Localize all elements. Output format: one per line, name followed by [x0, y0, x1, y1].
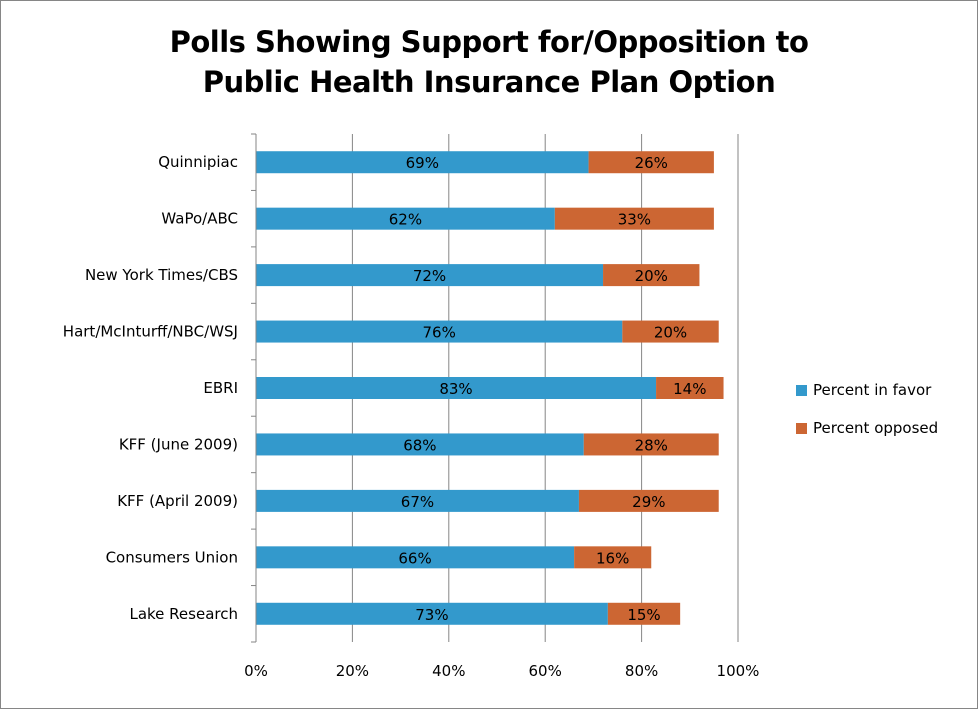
data-label-opposed: 26% [635, 154, 668, 172]
data-label-favor: 69% [406, 154, 439, 172]
chart-title-line-1: Polls Showing Support for/Opposition to [169, 25, 809, 59]
data-label-favor: 62% [389, 211, 422, 229]
bar-opposed [578, 489, 719, 512]
x-tick-label: 100% [717, 662, 760, 680]
data-label-favor: 83% [439, 380, 472, 398]
data-label-opposed: 28% [635, 436, 668, 454]
data-label-opposed: 33% [618, 211, 651, 229]
bar-favor [256, 433, 584, 456]
data-label-opposed: 20% [635, 267, 668, 285]
data-label-opposed: 20% [654, 324, 687, 342]
bar-opposed [607, 602, 681, 625]
category-label: Quinnipiac [158, 153, 238, 171]
data-label-favor: 66% [398, 549, 431, 567]
category-label: Hart/McInturff/NBC/WSJ [63, 323, 238, 341]
bar-opposed [603, 264, 700, 287]
legend-swatch-opposed [796, 422, 807, 434]
data-label-opposed: 16% [596, 549, 629, 567]
bar-favor [256, 546, 575, 569]
bar-opposed [656, 377, 724, 399]
legend-item-favor: Percent in favor [796, 380, 931, 400]
category-label: EBRI [203, 379, 238, 397]
bar-favor [256, 377, 657, 399]
category-label: KFF (April 2009) [117, 492, 238, 510]
category-label: Lake Research [129, 605, 238, 623]
bar-favor [256, 207, 555, 230]
category-label: Consumers Union [106, 548, 238, 566]
x-tick-label: 80% [625, 662, 658, 680]
data-label-opposed: 29% [632, 493, 665, 511]
x-tick-label: 40% [432, 662, 465, 680]
bar-opposed [574, 546, 652, 569]
chart-title-line-2: Public Health Insurance Plan Option [202, 65, 776, 99]
x-tick-label: 0% [244, 662, 268, 680]
data-label-favor: 67% [401, 493, 434, 511]
bar-favor [256, 489, 579, 512]
legend-label-favor: Percent in favor [813, 381, 932, 399]
category-label: KFF (June 2009) [119, 435, 238, 453]
bar-opposed [583, 433, 719, 456]
bar-favor [256, 320, 623, 343]
x-tick-label: 20% [336, 662, 369, 680]
data-label-opposed: 14% [673, 380, 706, 398]
legend-item-opposed: Percent opposed [796, 418, 938, 438]
category-label: WaPo/ABC [161, 210, 238, 228]
bar-favor [256, 602, 608, 625]
data-label-favor: 68% [403, 436, 436, 454]
bar-favor [256, 151, 589, 174]
data-label-favor: 73% [415, 606, 448, 624]
legend-swatch-favor [796, 384, 807, 396]
bar-opposed [554, 207, 714, 230]
category-label: New York Times/CBS [85, 266, 238, 284]
data-label-favor: 76% [422, 324, 455, 342]
legend-label-opposed: Percent opposed [813, 419, 939, 437]
bar-opposed [588, 151, 714, 174]
data-label-opposed: 15% [627, 606, 660, 624]
bar-favor [256, 264, 604, 287]
bar-opposed [622, 320, 719, 343]
data-label-favor: 72% [413, 267, 446, 285]
x-tick-label: 60% [529, 662, 562, 680]
chart-title: Polls Showing Support for/Opposition to … [0, 22, 978, 102]
